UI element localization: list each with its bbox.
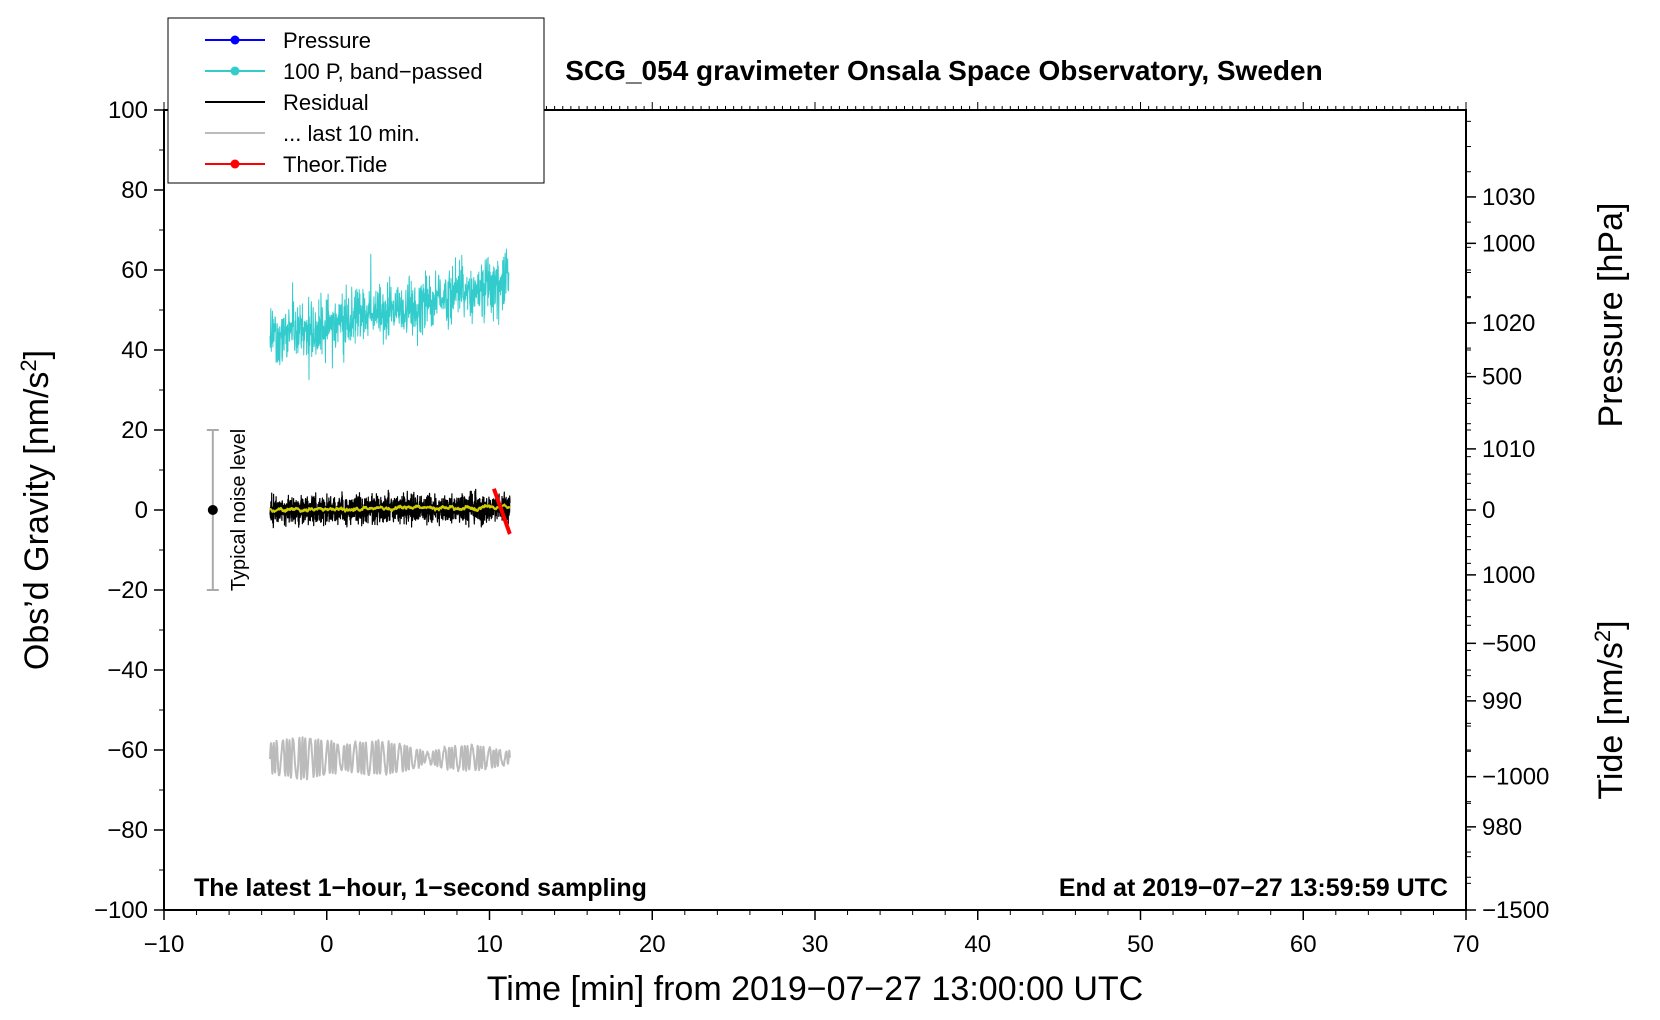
tide-tick-label: 1000 (1482, 230, 1535, 257)
noise-level-bar (206, 429, 219, 591)
pressure-axis-title: Pressure [hPa] (1592, 203, 1630, 428)
legend-marker (230, 35, 240, 45)
tide-axis-title: Tide [nm/s2] (1590, 620, 1630, 799)
x-tick-label: 40 (964, 931, 991, 958)
x-axis-title: Time [min] from 2019−07−27 13:00:00 UTC (487, 970, 1143, 1008)
y-tick-label: −40 (107, 657, 148, 684)
note-right: End at 2019−07−27 13:59:59 UTC (1059, 874, 1448, 902)
series-layer (269, 248, 512, 781)
gravity-axis-ticks: −100 −80 −60 −40 −20 0 20 40 60 80 100 (94, 97, 164, 924)
legend-box (167, 17, 545, 184)
gravity-axis-title-main: Obs’d Gravity [nm/s (18, 372, 56, 671)
tide-tick-label: 500 (1482, 364, 1522, 391)
series-line-residual-smoothed (269, 503, 511, 513)
y-tick-label: −20 (107, 577, 148, 604)
legend-label: Pressure (283, 28, 371, 53)
series-line-theor-tide (492, 487, 512, 536)
pressure-tick-label: 1030 (1482, 184, 1535, 211)
gravity-axis-title-sup: 2 (16, 359, 41, 371)
x-tick-label: 50 (1127, 931, 1154, 958)
x-tick-label: 20 (639, 931, 666, 958)
tide-axis-title-main: Tide [nm/s (1592, 642, 1630, 799)
legend-label: 100 P, band−passed (283, 59, 483, 84)
tide-axis-title-sup: 2 (1590, 630, 1615, 642)
legend-label: Residual (283, 90, 369, 115)
pressure-tick-label: 980 (1482, 814, 1522, 841)
y-tick-label: −60 (107, 737, 148, 764)
chart-title: SCG_054 gravimeter Onsala Space Observat… (565, 55, 1322, 86)
x-tick-label: 0 (320, 931, 333, 958)
tide-tick-label: −1500 (1482, 897, 1549, 924)
tide-tick-label: −1000 (1482, 764, 1549, 791)
y-tick-label: 100 (108, 97, 148, 124)
pressure-tick-label: 1020 (1482, 310, 1535, 337)
noise-level-label: Typical noise level (228, 429, 250, 591)
x-tick-label: 60 (1290, 931, 1317, 958)
gravity-axis-title-end: ] (18, 350, 56, 359)
pressure-tick-label: 990 (1482, 688, 1522, 715)
gravity-axis-title: Obs’d Gravity [nm/s2] (16, 350, 56, 670)
y-tick-label: 80 (121, 177, 148, 204)
x-tick-label: 10 (476, 931, 503, 958)
pressure-tick-label: 1000 (1482, 562, 1535, 589)
legend-label: Theor.Tide (283, 152, 387, 177)
note-left: The latest 1−hour, 1−second sampling (194, 874, 647, 902)
tide-tick-label: 0 (1482, 497, 1495, 524)
series-line-100-p-band-passed (269, 248, 510, 381)
series-line-last-10-min (269, 736, 511, 781)
pressure-axis-ticks: 980 990 1000 1010 1020 1030 (1466, 120, 1535, 878)
x-axis-ticks: −10 0 10 20 30 40 50 60 70 (144, 102, 1480, 958)
series-line-residual (269, 488, 511, 529)
y-tick-label: −100 (94, 897, 148, 924)
x-tick-label: −10 (144, 931, 185, 958)
y-tick-label: −80 (107, 817, 148, 844)
legend: Pressure 100 P, band−passed Residual ... la… (167, 17, 545, 184)
legend-marker (230, 66, 240, 76)
pressure-tick-label: 1010 (1482, 436, 1535, 463)
y-tick-label: 0 (135, 497, 148, 524)
x-tick-label: 30 (802, 931, 829, 958)
y-tick-label: 20 (121, 417, 148, 444)
legend-label: ... last 10 min. (283, 121, 420, 146)
tide-axis-ticks: −1500 −1000 −500 0 500 1000 (1466, 230, 1549, 924)
y-tick-label: 40 (121, 337, 148, 364)
noise-bar-point (207, 505, 218, 515)
tide-axis-title-end: ] (1592, 620, 1630, 629)
y-tick-label: 60 (121, 257, 148, 284)
legend-marker (230, 159, 240, 169)
tide-tick-label: −500 (1482, 630, 1536, 657)
x-tick-label: 70 (1453, 931, 1480, 958)
